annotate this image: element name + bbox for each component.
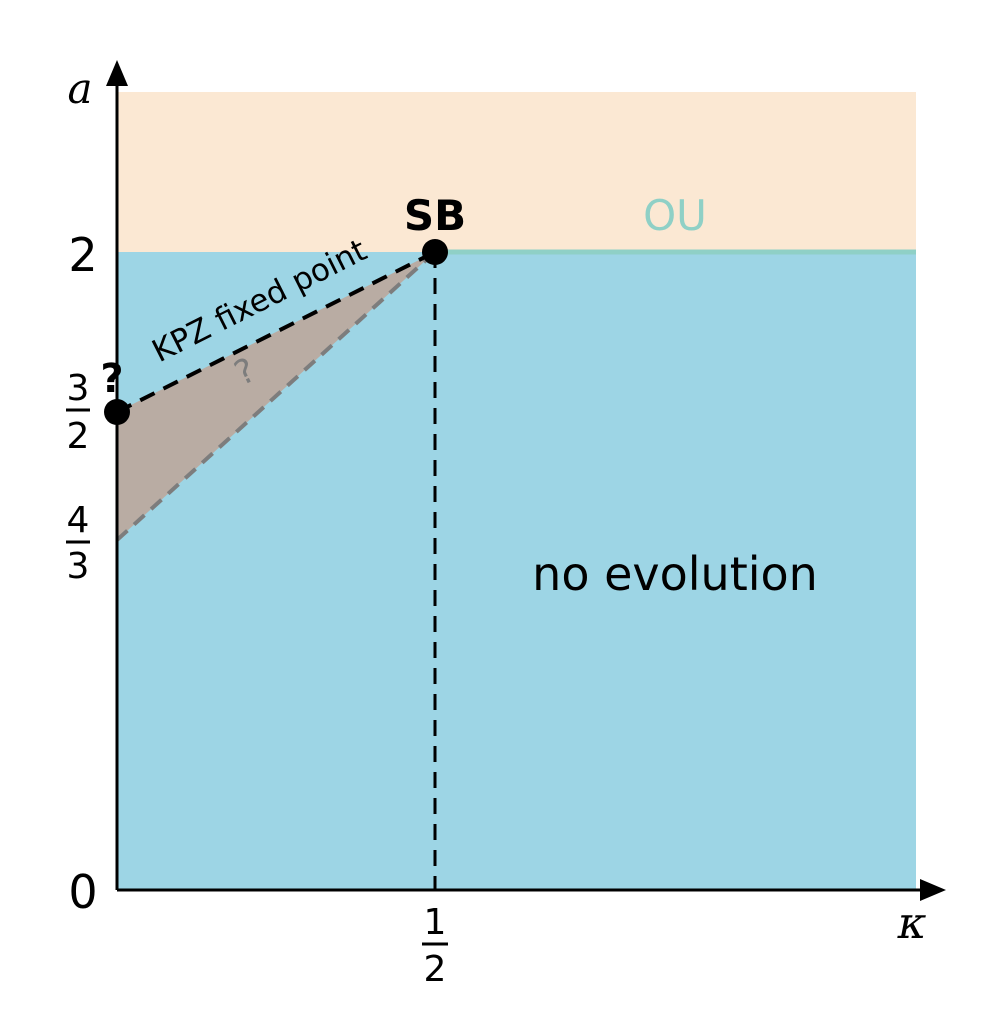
left-point-question-label: ? <box>100 356 123 402</box>
x-axis-arrow-icon <box>920 879 946 901</box>
x-axis-label: κ <box>897 898 927 949</box>
x-tick-half: 1 2 <box>422 902 448 990</box>
ou-label: OU <box>643 191 707 240</box>
sb-label: SB <box>404 191 466 240</box>
y-tick-three-halves: 3 2 <box>66 368 90 457</box>
y-tick-four-thirds-denominator: 3 <box>67 546 90 587</box>
y-tick-four-thirds: 4 3 <box>66 500 90 587</box>
upper-region <box>117 92 916 252</box>
y-axis-arrow-icon <box>106 60 128 86</box>
origin-label: 0 <box>68 865 97 919</box>
left-point <box>104 399 130 425</box>
lower-boundary-dashed-line <box>115 250 437 542</box>
y-tick-four-thirds-numerator: 4 <box>67 500 90 541</box>
kpz-dashed-line <box>116 250 436 414</box>
y-tick-2-label: 2 <box>68 228 97 282</box>
y-axis-label: a <box>67 64 92 113</box>
x-tick-half-denominator: 2 <box>424 949 447 990</box>
y-tick-three-halves-numerator: 3 <box>67 368 90 409</box>
sb-point <box>422 239 448 265</box>
x-tick-half-numerator: 1 <box>424 902 447 943</box>
y-tick-three-halves-denominator: 2 <box>67 416 90 457</box>
no-evolution-label: no evolution <box>532 547 818 601</box>
